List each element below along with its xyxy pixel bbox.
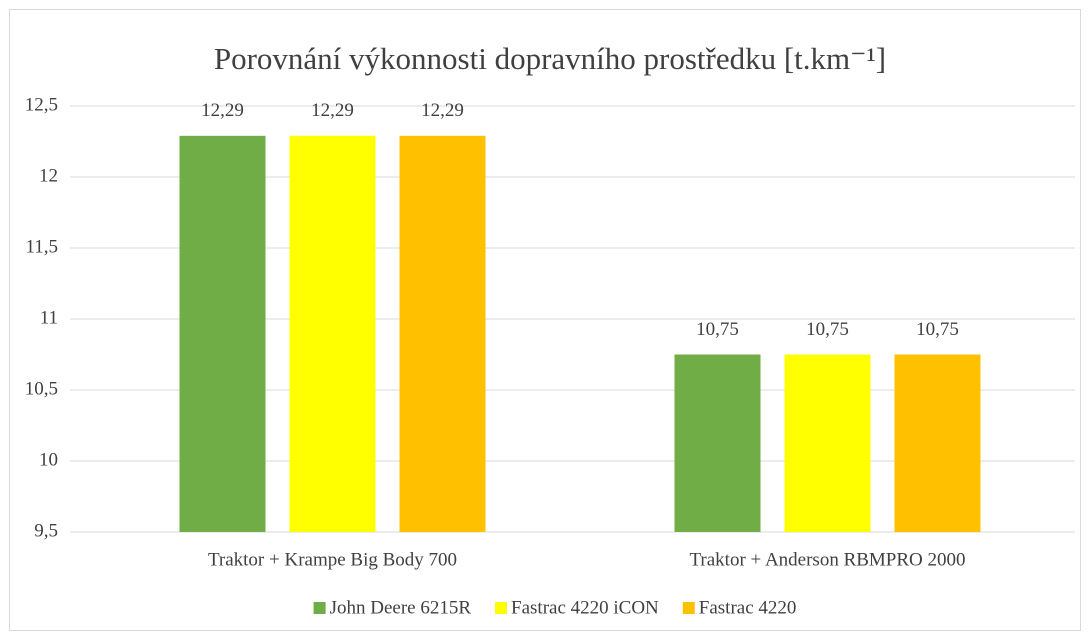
- bar: [784, 354, 871, 532]
- data-label: 10,75: [916, 319, 959, 340]
- legend-label: Fastrac 4220 iCON: [511, 597, 659, 618]
- data-label: 10,75: [696, 319, 739, 340]
- bar: [674, 354, 761, 532]
- data-label: 12,29: [311, 100, 354, 121]
- y-tick-label: 12,5: [25, 94, 58, 115]
- y-tick-label: 10: [39, 449, 58, 470]
- legend-label: Fastrac 4220: [699, 597, 797, 618]
- y-tick-label: 11,5: [25, 236, 58, 257]
- data-label: 12,29: [201, 100, 244, 121]
- bar: [399, 135, 486, 532]
- y-tick-label: 10,5: [25, 378, 58, 399]
- y-tick-label: 12: [39, 165, 58, 186]
- x-tick-label: Traktor + Anderson RBMPRO 2000: [689, 549, 965, 570]
- y-tick-label: 11: [40, 307, 58, 328]
- bar: [179, 135, 266, 532]
- legend-swatch: [495, 602, 508, 614]
- legend: John Deere 6215R Fastrac 4220 iCON Fastrac…: [313, 597, 797, 618]
- legend-swatch: [682, 602, 695, 614]
- legend-label: John Deere 6215R: [330, 597, 472, 618]
- bar: [289, 135, 376, 532]
- bar: [894, 354, 981, 532]
- chart-title: Porovnání výkonnosti dopravního prostřed…: [214, 41, 886, 76]
- legend-swatch: [313, 602, 326, 614]
- data-label: 10,75: [806, 319, 849, 340]
- data-label: 12,29: [421, 100, 464, 121]
- x-tick-label: Traktor + Krampe Big Body 700: [208, 549, 457, 570]
- y-tick-label: 9,5: [34, 520, 58, 541]
